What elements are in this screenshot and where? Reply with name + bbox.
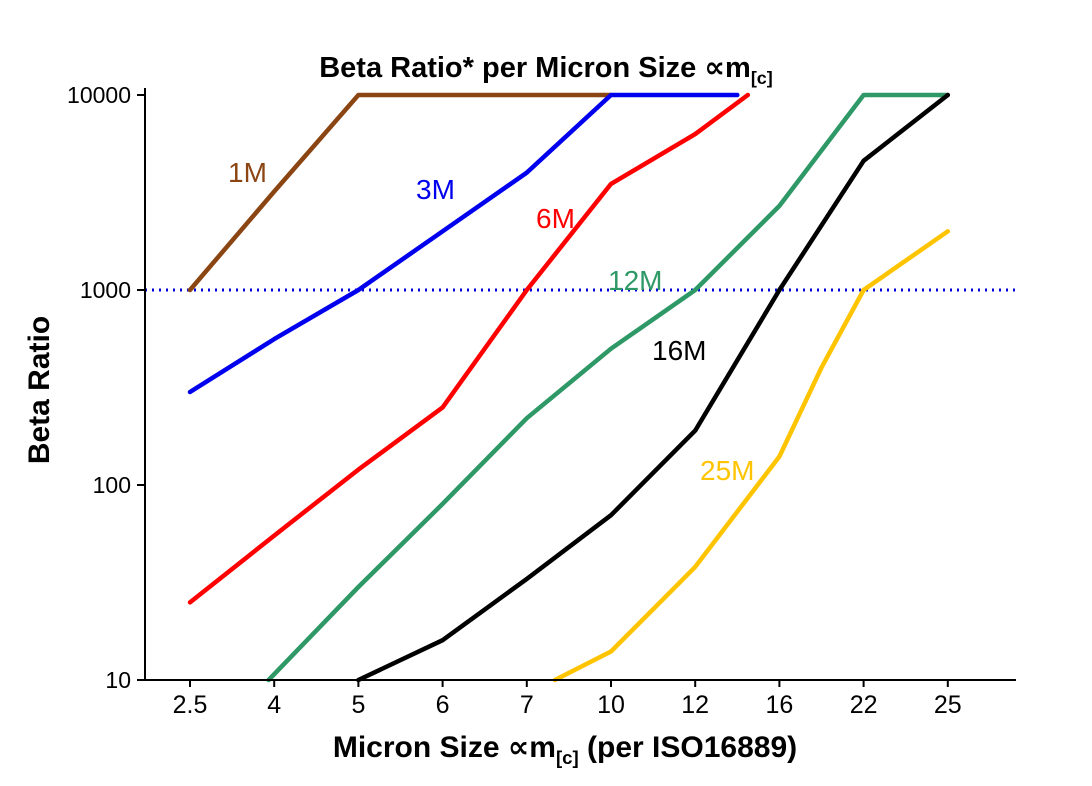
x-tick-label: 6 [436, 691, 450, 719]
y-axis-title: Beta Ratio [23, 316, 57, 464]
y-tick-label: 100 [93, 472, 131, 498]
series-label-12M: 12M [608, 265, 662, 296]
chart-title: Beta Ratio* per Micron Size ∝m[c] [0, 50, 1092, 89]
micron-subscript-x: [c] [555, 747, 579, 768]
x-tick-label: 22 [850, 691, 878, 719]
x-tick-label: 7 [520, 691, 534, 719]
series-line-1M [187, 92, 614, 293]
micron-symbol: ∝m [704, 52, 751, 84]
series-label-6M: 6M [536, 203, 575, 234]
series-label-16M: 16M [652, 335, 706, 366]
y-tick-label: 1000 [80, 277, 131, 303]
x-tick-label: 4 [267, 691, 281, 719]
x-tick-label: 2.5 [173, 691, 208, 719]
series-line-6M [187, 92, 751, 605]
series-label-25M: 25M [700, 455, 754, 486]
series-label-3M: 3M [416, 174, 455, 205]
series-line-25M [552, 229, 951, 683]
x-axis-title-text: Micron Size [332, 731, 508, 764]
y-tick-label: 10 [105, 667, 131, 693]
x-tick-label: 12 [681, 691, 709, 719]
x-axis-title-suffix: (per ISO16889) [578, 731, 798, 764]
x-tick-label: 16 [765, 691, 793, 719]
chart-title-text: Beta Ratio* per Micron Size [319, 52, 705, 84]
series-line-3M [187, 92, 740, 395]
series-label-1M: 1M [228, 157, 267, 188]
y-axis-title-text: Beta Ratio [23, 315, 56, 465]
micron-symbol-x: ∝m [507, 731, 556, 764]
series-line-12M [266, 92, 951, 683]
x-tick-label: 25 [934, 691, 962, 719]
x-tick-label: 5 [351, 691, 365, 719]
series-line-16M [356, 92, 951, 683]
micron-subscript: [c] [750, 67, 773, 88]
x-axis-title: Micron Size ∝m[c] (per ISO16889) [0, 730, 1092, 769]
y-tick-label: 10000 [67, 82, 131, 108]
x-tick-label: 10 [597, 691, 625, 719]
